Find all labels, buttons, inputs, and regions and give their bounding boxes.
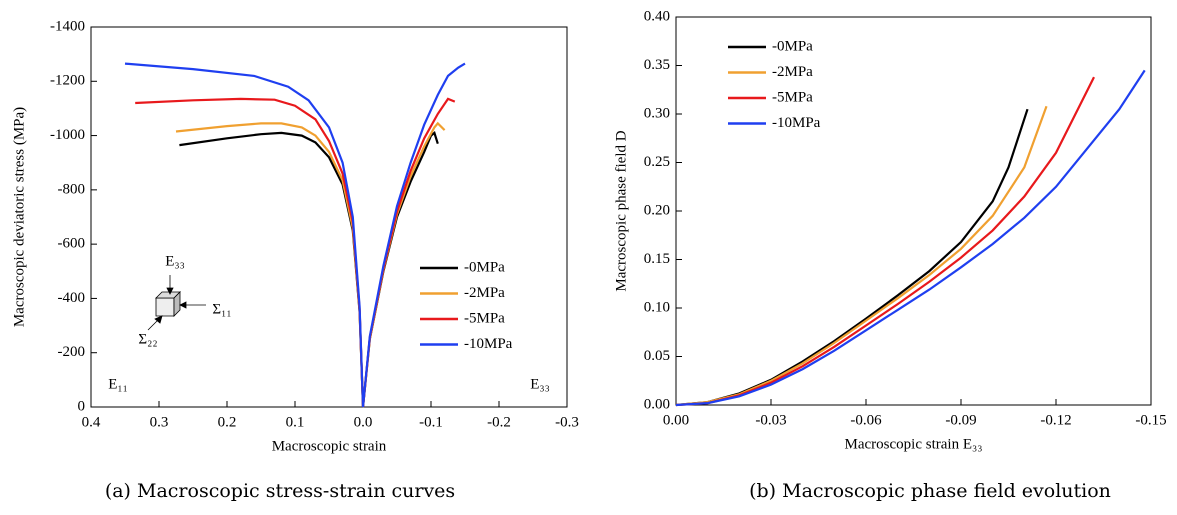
y-tick-label: 0.05 xyxy=(644,348,670,364)
annotation: Σ₁₁ xyxy=(212,301,231,317)
y-tick-label: -1200 xyxy=(50,73,85,89)
data-line xyxy=(124,62,466,408)
x-axis-label: Macroscopic strain E₃₃ xyxy=(845,436,983,452)
y-tick-label: 0.35 xyxy=(644,57,670,73)
data-line xyxy=(675,105,1048,407)
annotation: E₃₃ xyxy=(530,376,550,392)
data-line xyxy=(179,131,439,408)
x-tick-label: 0.2 xyxy=(218,414,237,430)
annotation: E₁₁ xyxy=(108,376,128,392)
legend-label: -2MPa xyxy=(772,64,813,80)
y-tick-label: -1400 xyxy=(50,18,85,34)
y-axis-label: Macroscopic phase field D xyxy=(613,130,629,291)
x-tick-label: 0.0 xyxy=(354,414,373,430)
y-tick-label: 0.15 xyxy=(644,251,670,267)
y-tick-label: -200 xyxy=(58,344,86,360)
x-tick-label: 0.00 xyxy=(663,412,689,428)
legend-label: -5MPa xyxy=(464,310,505,326)
x-tick-label: -0.3 xyxy=(555,414,579,430)
y-tick-label: -1000 xyxy=(50,127,85,143)
legend-label: -10MPa xyxy=(772,115,821,131)
plot-frame xyxy=(90,26,568,408)
caption: (a) Macroscopic stress-strain curves xyxy=(105,480,455,502)
legend-label: -0MPa xyxy=(464,259,505,275)
annotation: E₃₃ xyxy=(165,253,185,269)
y-tick-label: -600 xyxy=(58,236,86,252)
caption: (b) Macroscopic phase field evolution xyxy=(749,480,1111,502)
y-tick-label: 0.10 xyxy=(644,299,670,315)
x-tick-label: -0.09 xyxy=(945,412,976,428)
x-tick-label: 0.1 xyxy=(286,414,305,430)
x-tick-label: -0.1 xyxy=(419,414,443,430)
x-tick-label: -0.2 xyxy=(487,414,511,430)
annotation: Σ₂₂ xyxy=(138,331,157,347)
legend-label: -2MPa xyxy=(464,285,505,301)
legend-label: -10MPa xyxy=(464,336,513,352)
data-line xyxy=(675,76,1095,407)
x-tick-label: 0.4 xyxy=(82,414,101,430)
plot-frame xyxy=(675,16,1152,406)
y-tick-label: 0.00 xyxy=(644,396,670,412)
y-tick-label: 0.40 xyxy=(644,8,670,24)
data-line xyxy=(175,121,446,408)
y-tick-label: -800 xyxy=(58,181,86,197)
y-tick-label: 0.20 xyxy=(644,202,670,218)
x-tick-label: 0.3 xyxy=(150,414,169,430)
y-tick-label: 0.25 xyxy=(644,154,670,170)
x-tick-label: -0.06 xyxy=(850,412,882,428)
x-tick-label: -0.15 xyxy=(1135,412,1166,428)
x-tick-label: -0.03 xyxy=(755,412,786,428)
y-axis-label: Macroscopic deviatoric stress (MPa) xyxy=(11,107,27,327)
legend-label: -5MPa xyxy=(772,89,813,105)
legend-label: -0MPa xyxy=(772,38,813,54)
x-tick-label: -0.12 xyxy=(1040,412,1071,428)
data-line xyxy=(675,69,1146,407)
cube-icon xyxy=(147,275,206,331)
x-axis-label: Macroscopic strain xyxy=(272,438,387,454)
y-tick-label: 0.30 xyxy=(644,105,670,121)
y-tick-label: -400 xyxy=(58,290,86,306)
y-tick-label: 0 xyxy=(78,398,86,414)
